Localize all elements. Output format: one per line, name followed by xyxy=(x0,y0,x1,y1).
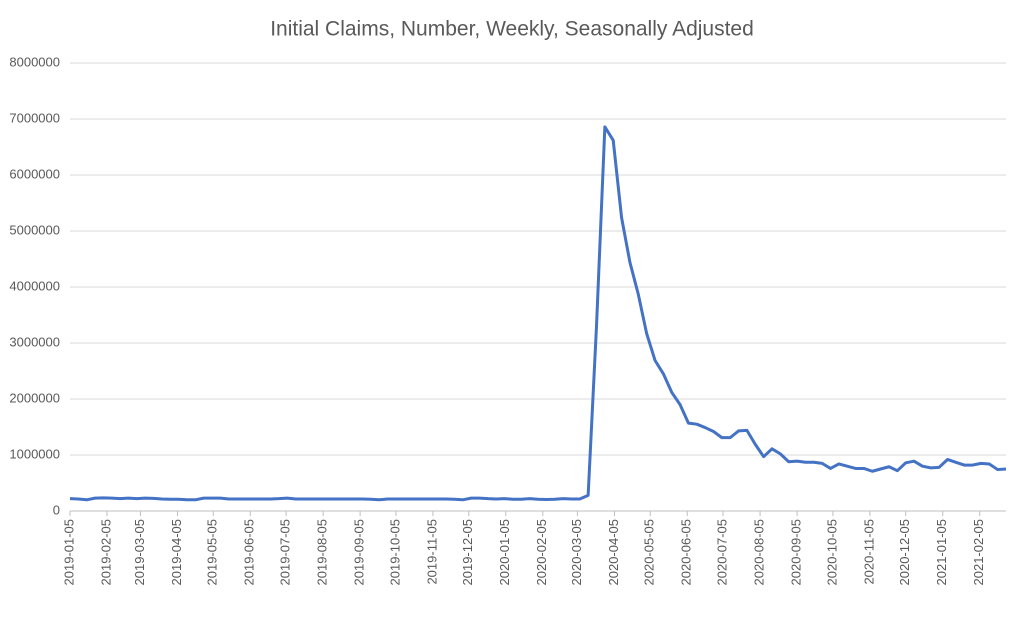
x-tick-label: 2020-11-05 xyxy=(861,519,876,585)
x-tick-label: 2019-03-05 xyxy=(132,519,147,586)
y-tick-label: 2000000 xyxy=(9,390,60,405)
y-tick-label: 0 xyxy=(53,502,60,517)
x-tick-label: 2019-04-05 xyxy=(169,519,184,586)
y-tick-label: 7000000 xyxy=(9,110,60,125)
data-line xyxy=(69,125,1007,502)
y-tick-label: 5000000 xyxy=(9,222,60,237)
x-tick-label: 2020-04-05 xyxy=(606,519,621,586)
x-tick-label: 2020-05-05 xyxy=(642,519,657,586)
x-tick-label: 2019-05-05 xyxy=(205,519,220,586)
x-tick-label: 2019-01-05 xyxy=(61,519,76,586)
y-tick-label: 4000000 xyxy=(9,278,60,293)
x-tick-label: 2020-01-05 xyxy=(497,519,512,586)
x-tick-label: 2019-02-05 xyxy=(98,519,113,586)
y-tick-label: 1000000 xyxy=(9,446,60,461)
x-tick-label: 2019-09-05 xyxy=(352,519,367,586)
x-tick-label: 2020-07-05 xyxy=(714,519,729,586)
x-tick-label: 2019-07-05 xyxy=(278,519,293,586)
x-tick-label: 2020-08-05 xyxy=(751,519,766,586)
x-tick-label: 2019-06-05 xyxy=(242,519,257,586)
y-tick-label: 6000000 xyxy=(9,166,60,181)
x-tick-label: 2021-01-05 xyxy=(934,519,949,586)
x-tick-label: 2020-03-05 xyxy=(569,519,584,586)
y-tick-label: 3000000 xyxy=(9,334,60,349)
x-tick-label: 2021-02-05 xyxy=(971,519,986,586)
x-tick-label: 2020-06-05 xyxy=(679,519,694,586)
y-tick-label: 8000000 xyxy=(9,54,60,69)
x-tick-label: 2019-08-05 xyxy=(315,519,330,586)
x-tick-label: 2019-10-05 xyxy=(387,519,402,586)
x-tick-label: 2020-12-05 xyxy=(897,519,912,586)
x-tick-label: 2020-10-05 xyxy=(824,519,839,586)
x-tick-label: 2020-02-05 xyxy=(534,519,549,586)
x-tick-label: 2020-09-05 xyxy=(789,519,804,586)
x-tick-label: 2019-11-05 xyxy=(424,519,439,585)
chart-title: Initial Claims, Number, Weekly, Seasonal… xyxy=(270,18,754,41)
x-tick-label: 2019-12-05 xyxy=(460,519,475,586)
